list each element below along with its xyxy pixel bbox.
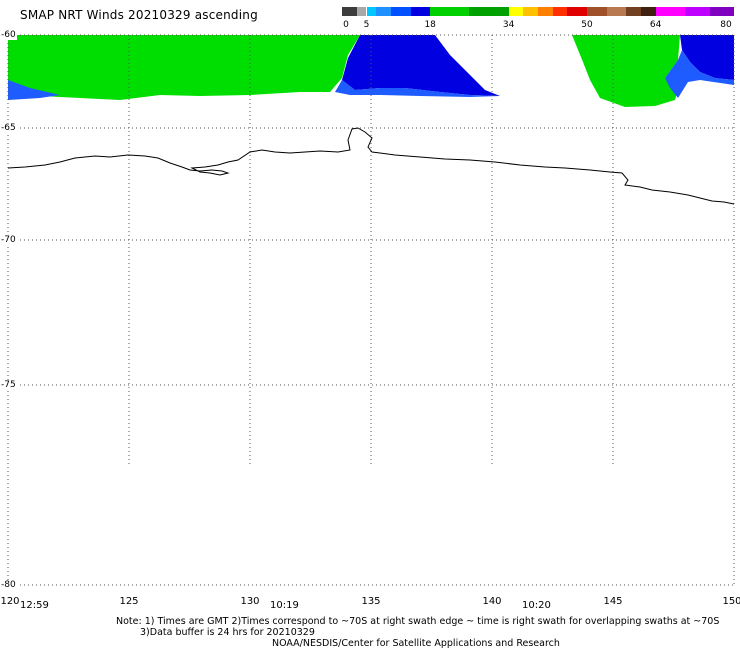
colorbar-segment [376, 7, 391, 16]
wind-swath-green-left [8, 35, 360, 100]
colorbar-segment [685, 7, 710, 16]
colorbar-segment [552, 7, 568, 16]
colorbar-tick-label: 18 [424, 20, 436, 30]
lat-label: -60 [0, 30, 17, 40]
swath-time-label: 12:59 [20, 600, 49, 611]
colorbar-segment [655, 7, 685, 16]
lon-label: 145 [603, 596, 623, 607]
wind-swath-green-right [572, 35, 680, 107]
colorbar-tick-label: 64 [649, 20, 662, 30]
colorbar-segment [430, 7, 470, 16]
lat-label: -80 [0, 580, 17, 590]
colorbar-segment [508, 7, 524, 16]
colorbar-segment [410, 7, 431, 16]
colorbar-segment [469, 7, 509, 16]
lon-label: 135 [361, 596, 381, 607]
swath-time-label: 10:19 [270, 600, 299, 611]
lon-label: 120 [0, 596, 20, 607]
colorbar-segment [523, 7, 538, 16]
colorbar-tick-label: 5 [363, 20, 370, 30]
colorbar-segment [709, 7, 734, 16]
attribution: NOAA/NESDIS/Center for Satellite Applica… [272, 638, 560, 649]
colorbar-tick-label: 0 [343, 20, 349, 30]
wind-swath-blue-right [680, 35, 734, 80]
lat-label: -75 [0, 380, 17, 390]
antarctic-coastline [7, 127, 735, 205]
swath-time-label: 10:20 [522, 600, 551, 611]
wind-swath-blue-center-edge [335, 80, 500, 97]
colorbar-tick-label: 80 [720, 20, 732, 30]
colorbar-segment [567, 7, 587, 16]
wind-swath-blue-right-edge [665, 50, 734, 98]
lon-label: 140 [482, 596, 502, 607]
colorbar-tick-label: 50 [581, 20, 593, 30]
colorbar-segment [606, 7, 627, 16]
lon-label: 150 [722, 596, 740, 607]
wind-swath-blue-center [342, 35, 500, 96]
colorbar-tick-label: 34 [502, 20, 515, 30]
colorbar-segment [342, 7, 357, 16]
map-title: SMAP NRT Winds 20210329 ascending [20, 8, 258, 22]
colorbar-segment [587, 7, 607, 16]
lat-label: -65 [0, 123, 17, 133]
lon-label: 125 [119, 596, 139, 607]
colorbar-segment [640, 7, 656, 16]
colorbar-segment [626, 7, 641, 16]
colorbar-segment [366, 7, 377, 16]
colorbar-segment [538, 7, 553, 16]
note-line-2: 3)Data buffer is 24 hrs for 20210329 [140, 627, 315, 638]
colorbar-segment [391, 7, 411, 16]
map-frame [8, 35, 734, 585]
graticule [7, 34, 735, 586]
lat-label: -70 [0, 235, 17, 245]
wind-swath-blue-left [8, 80, 60, 100]
note-line-1: Note: 1) Times are GMT 2)Times correspon… [116, 616, 720, 627]
lon-label: 130 [240, 596, 260, 607]
colorbar-segment [356, 7, 367, 16]
